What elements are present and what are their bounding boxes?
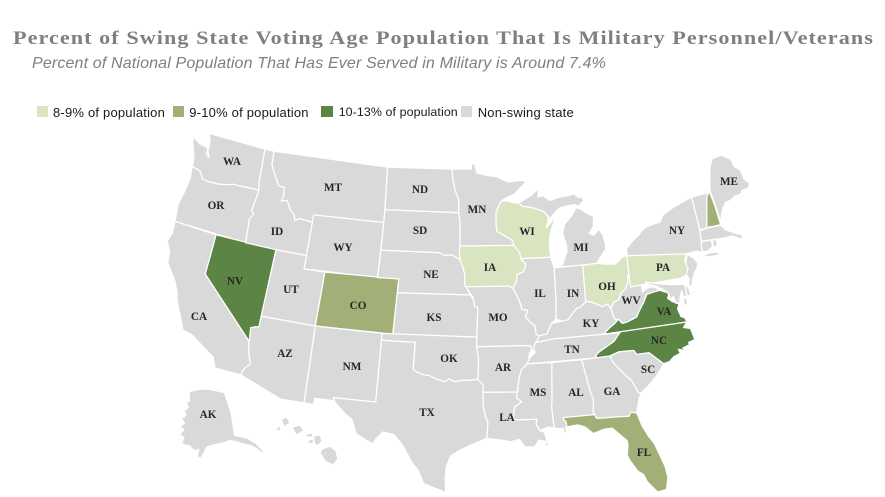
svg-text:ND: ND bbox=[412, 184, 428, 196]
svg-text:ME: ME bbox=[720, 176, 738, 188]
svg-text:IA: IA bbox=[484, 262, 496, 274]
svg-text:AZ: AZ bbox=[277, 348, 293, 360]
svg-text:FL: FL bbox=[637, 447, 651, 459]
svg-text:TN: TN bbox=[564, 344, 580, 356]
svg-text:ID: ID bbox=[271, 226, 283, 238]
svg-text:NY: NY bbox=[669, 225, 685, 237]
svg-text:MT: MT bbox=[324, 182, 343, 194]
svg-text:CO: CO bbox=[350, 300, 367, 312]
svg-text:KS: KS bbox=[427, 312, 442, 324]
svg-text:SC: SC bbox=[641, 364, 655, 376]
svg-text:LA: LA bbox=[499, 412, 515, 424]
svg-text:MN: MN bbox=[468, 204, 487, 216]
svg-text:AR: AR bbox=[495, 362, 512, 374]
svg-text:PA: PA bbox=[656, 262, 670, 274]
svg-text:MO: MO bbox=[488, 312, 508, 324]
svg-text:AL: AL bbox=[568, 387, 584, 399]
svg-text:IL: IL bbox=[534, 288, 546, 300]
svg-text:WY: WY bbox=[333, 242, 352, 254]
svg-text:VA: VA bbox=[657, 306, 672, 318]
svg-text:WV: WV bbox=[621, 295, 640, 307]
svg-text:TX: TX bbox=[419, 407, 435, 419]
svg-text:WA: WA bbox=[223, 156, 241, 168]
svg-text:NC: NC bbox=[651, 335, 667, 347]
svg-text:SD: SD bbox=[413, 225, 427, 237]
svg-text:IN: IN bbox=[567, 288, 579, 300]
svg-text:CA: CA bbox=[191, 311, 207, 323]
svg-text:MS: MS bbox=[530, 387, 547, 399]
svg-text:MI: MI bbox=[574, 242, 589, 254]
svg-text:NE: NE bbox=[423, 269, 439, 281]
svg-text:OR: OR bbox=[208, 200, 226, 212]
svg-text:NV: NV bbox=[227, 275, 243, 287]
svg-text:OK: OK bbox=[440, 353, 458, 365]
svg-text:OH: OH bbox=[598, 281, 616, 293]
svg-text:GA: GA bbox=[604, 386, 621, 398]
svg-text:NM: NM bbox=[343, 361, 362, 373]
svg-text:WI: WI bbox=[519, 226, 535, 238]
svg-text:AK: AK bbox=[200, 409, 217, 421]
svg-text:KY: KY bbox=[583, 318, 600, 330]
svg-text:UT: UT bbox=[283, 284, 299, 296]
